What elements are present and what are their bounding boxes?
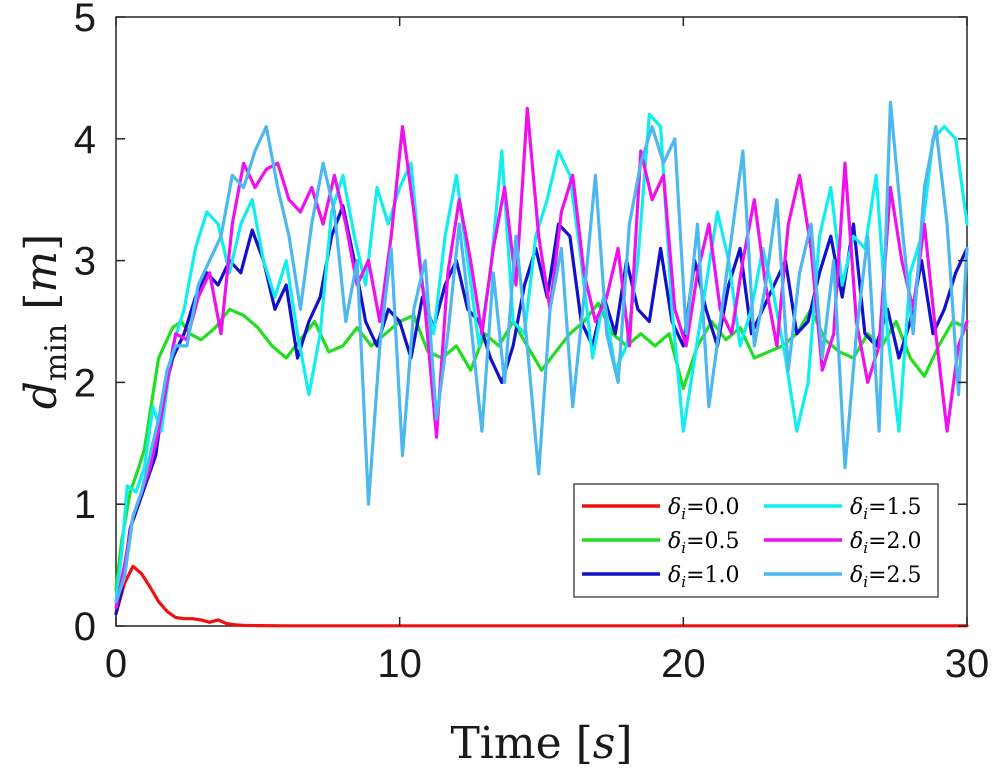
legend-item-5: δi=2.5 bbox=[764, 563, 921, 591]
legend-label-2: δi=1.0 bbox=[668, 563, 739, 591]
y-tick-label-0: 0 bbox=[74, 605, 96, 649]
legend-item-1: δi=0.5 bbox=[582, 529, 739, 557]
x-tick-label-2: 20 bbox=[661, 642, 706, 686]
labels-layer: Time [s] dmin [m] bbox=[16, 234, 633, 769]
y-tick-label-5: 5 bbox=[74, 0, 96, 40]
x-axis-title: Time [s] bbox=[450, 718, 632, 769]
x-tick-label-1: 10 bbox=[377, 642, 422, 686]
x-tick-label-0: 0 bbox=[105, 642, 127, 686]
y-tick-label-1: 1 bbox=[74, 483, 96, 527]
series-layer bbox=[114, 100, 969, 628]
series-line-4 bbox=[114, 106, 969, 610]
legend-label-0: δi=0.0 bbox=[668, 495, 739, 523]
ticks-layer: 0 10 20 30 0 1 2 3 4 5 bbox=[74, 0, 990, 686]
legend-label-4: δi=2.0 bbox=[850, 529, 921, 557]
y-axis-title: dmin [m] bbox=[16, 234, 74, 410]
legend-label-1: δi=0.5 bbox=[668, 529, 739, 557]
y-tick-label-2: 2 bbox=[74, 361, 96, 405]
legend-item-2: δi=1.0 bbox=[582, 563, 739, 591]
y-tick-label-3: 3 bbox=[74, 240, 96, 284]
series-line-0 bbox=[114, 564, 969, 628]
legend-item-3: δi=1.5 bbox=[764, 495, 921, 523]
series-line-5 bbox=[114, 100, 969, 604]
svg-text:dmin [m]: dmin [m] bbox=[16, 234, 74, 410]
legend: δi=0.0 δi=0.5 δi=1.0 δi=1.5 δi=2.0 δi=2.5 bbox=[573, 483, 939, 598]
legend-label-3: δi=1.5 bbox=[850, 495, 921, 523]
legend-label-5: δi=2.5 bbox=[850, 563, 921, 591]
series-line-2 bbox=[114, 204, 969, 616]
legend-item-4: δi=2.0 bbox=[764, 529, 921, 557]
series-line-3 bbox=[114, 112, 969, 604]
legend-item-0: δi=0.0 bbox=[582, 495, 739, 523]
x-tick-label-3: 30 bbox=[945, 642, 990, 686]
y-tick-label-4: 4 bbox=[74, 118, 96, 162]
